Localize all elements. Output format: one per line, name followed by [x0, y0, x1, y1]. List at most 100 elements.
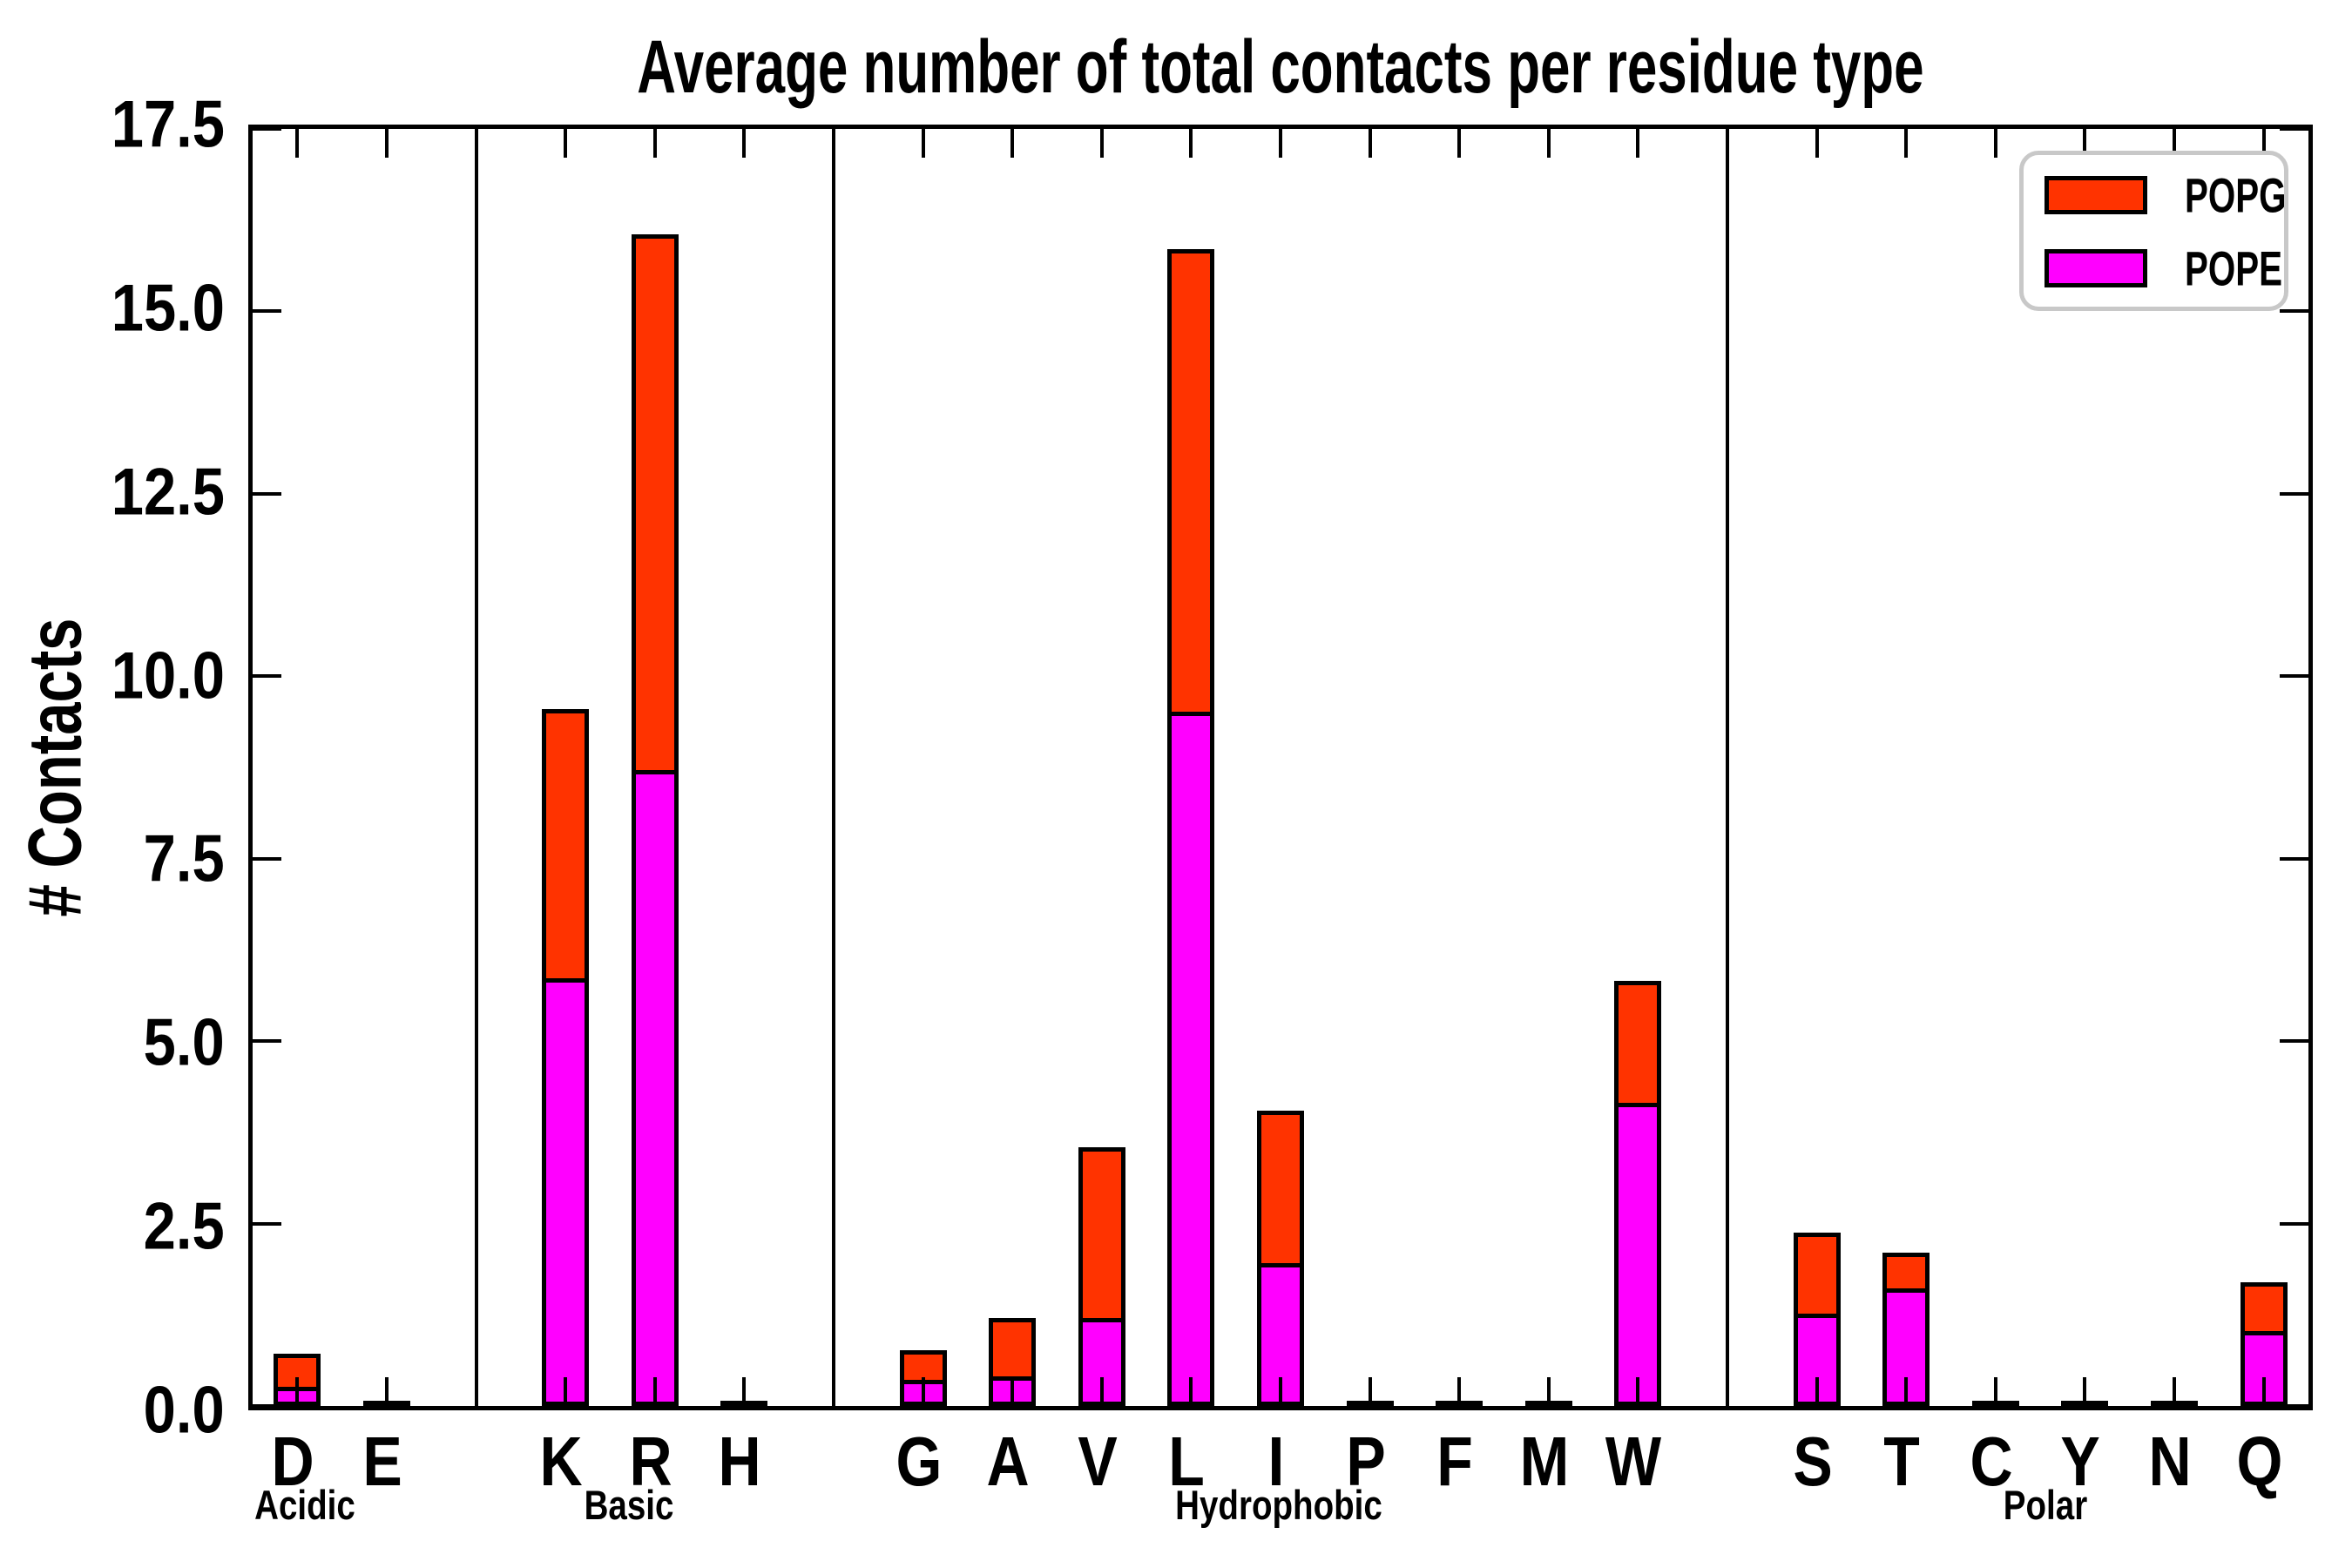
- x-tick-mark-top-R: [652, 129, 657, 158]
- chart-title-text: Average number of total contacts per res…: [637, 25, 1924, 109]
- bar-segment-popg-R: [631, 234, 679, 775]
- y-tick-mark-left-0.0: [253, 1404, 281, 1408]
- y-tick-label-text: 5.0: [144, 1005, 225, 1080]
- x-tick-mark-top-K: [564, 129, 568, 158]
- plot-area: [248, 125, 2313, 1410]
- x-tick-label-Y: Y: [2060, 1423, 2101, 1500]
- legend: POPG POPE: [2019, 151, 2288, 311]
- y-tick-mark-right-10.0: [2280, 674, 2308, 679]
- x-tick-mark-top-V: [1099, 129, 1104, 158]
- x-tick-mark-bottom-Q: [2261, 1377, 2266, 1406]
- group-label-basic: Basic: [584, 1482, 674, 1528]
- x-tick-label-S: S: [1792, 1423, 1833, 1500]
- bar-I: [1257, 1110, 1304, 1406]
- x-tick-label-P: P: [1345, 1423, 1386, 1500]
- y-tick-mark-right-0.0: [2280, 1404, 2308, 1408]
- y-tick-mark-right-7.5: [2280, 856, 2308, 861]
- x-tick-mark-top-F: [1457, 129, 1462, 158]
- x-tick-label-L: L: [1168, 1423, 1206, 1500]
- x-tick-label-E: E: [362, 1423, 402, 1500]
- bar-segment-popg-S: [1793, 1232, 1841, 1319]
- x-tick-mark-bottom-F: [1457, 1377, 1462, 1406]
- x-tick-mark-bottom-H: [742, 1377, 747, 1406]
- x-tick-mark-top-S: [1815, 129, 1819, 158]
- y-tick-label-12.5: 12.5: [96, 454, 225, 530]
- bar-segment-popg-Q: [2240, 1281, 2288, 1335]
- y-tick-mark-left-2.5: [253, 1221, 281, 1226]
- x-tick-label-I: I: [1267, 1423, 1285, 1500]
- x-tick-label-R: R: [629, 1423, 672, 1500]
- y-tick-label-17.5: 17.5: [96, 87, 225, 163]
- legend-swatch-popg: [2044, 176, 2147, 214]
- group-divider: [1726, 129, 1730, 1406]
- x-tick-label-A: A: [986, 1423, 1030, 1500]
- x-tick-mark-bottom-G: [921, 1377, 925, 1406]
- y-tick-mark-right-2.5: [2280, 1221, 2308, 1226]
- x-tick-mark-top-H: [742, 129, 747, 158]
- bar-segment-popg-K: [542, 708, 590, 983]
- x-tick-mark-top-L: [1189, 129, 1193, 158]
- bar-V: [1078, 1146, 1125, 1406]
- bar-segment-popg-A: [989, 1317, 1037, 1381]
- y-tick-mark-right-12.5: [2280, 491, 2308, 496]
- x-tick-label-C: C: [1970, 1423, 2013, 1500]
- y-tick-label-text: 10.0: [111, 639, 225, 713]
- y-tick-mark-right-15.0: [2280, 309, 2308, 314]
- x-tick-label-V: V: [1078, 1423, 1118, 1500]
- bar-R: [631, 234, 679, 1406]
- bar-segment-pope-K: [542, 978, 590, 1406]
- x-tick-mark-bottom-I: [1279, 1377, 1282, 1406]
- y-tick-label-15.0: 15.0: [96, 270, 225, 346]
- x-tick-mark-bottom-L: [1189, 1377, 1193, 1406]
- x-tick-mark-top-Y: [2083, 129, 2087, 158]
- x-tick-label-W: W: [1605, 1423, 1662, 1500]
- x-tick-mark-top-T: [1904, 129, 1909, 158]
- group-label-hydrophobic: Hydrophobic: [1175, 1482, 1382, 1528]
- x-tick-mark-top-G: [921, 129, 925, 158]
- bar-T: [1882, 1253, 1930, 1406]
- x-tick-label-D: D: [271, 1423, 314, 1500]
- y-tick-label-5.0: 5.0: [132, 1005, 225, 1081]
- x-tick-mark-top-C: [1993, 129, 1997, 158]
- y-tick-mark-left-17.5: [253, 127, 281, 131]
- y-tick-label-text: 15.0: [111, 271, 225, 346]
- y-tick-mark-left-10.0: [253, 674, 281, 679]
- bar-segment-popg-W: [1614, 980, 1662, 1107]
- y-tick-mark-right-17.5: [2280, 127, 2308, 131]
- x-tick-mark-top-N: [2173, 129, 2177, 158]
- x-tick-label-M: M: [1519, 1423, 1570, 1500]
- y-tick-mark-left-12.5: [253, 491, 281, 496]
- x-tick-mark-top-Q: [2261, 129, 2266, 158]
- x-tick-mark-top-M: [1546, 129, 1551, 158]
- x-tick-mark-bottom-P: [1368, 1377, 1372, 1406]
- y-tick-label-text: 7.5: [144, 821, 225, 896]
- y-tick-label-10.0: 10.0: [96, 638, 225, 713]
- x-tick-mark-bottom-C: [1993, 1377, 1997, 1406]
- x-tick-mark-bottom-K: [564, 1377, 568, 1406]
- legend-label-popg: POPG: [2185, 167, 2287, 223]
- y-tick-label-7.5: 7.5: [132, 821, 225, 897]
- group-label-acidic: Acidic: [254, 1482, 355, 1528]
- x-tick-label-T: T: [1883, 1423, 1921, 1500]
- x-tick-mark-top-W: [1636, 129, 1640, 158]
- x-tick-mark-bottom-V: [1099, 1377, 1104, 1406]
- y-tick-mark-left-15.0: [253, 309, 281, 314]
- y-axis-label: # Contacts: [13, 618, 98, 917]
- chart-title: Average number of total contacts per res…: [248, 24, 2313, 111]
- bar-segment-popg-T: [1882, 1253, 1930, 1294]
- x-tick-label-H: H: [718, 1423, 761, 1500]
- x-tick-mark-bottom-D: [295, 1377, 300, 1406]
- x-tick-mark-top-A: [1010, 129, 1015, 158]
- x-tick-mark-bottom-T: [1904, 1377, 1909, 1406]
- bar-segment-popg-L: [1167, 249, 1215, 717]
- group-divider: [831, 129, 835, 1406]
- x-tick-mark-top-D: [295, 129, 300, 158]
- x-tick-mark-top-I: [1279, 129, 1282, 158]
- y-tick-label-text: 12.5: [111, 455, 225, 530]
- x-tick-label-F: F: [1436, 1423, 1473, 1500]
- x-tick-mark-bottom-E: [384, 1377, 389, 1406]
- x-tick-mark-top-P: [1368, 129, 1372, 158]
- bar-L: [1167, 249, 1215, 1406]
- x-tick-mark-bottom-R: [652, 1377, 657, 1406]
- x-tick-label-K: K: [539, 1423, 583, 1500]
